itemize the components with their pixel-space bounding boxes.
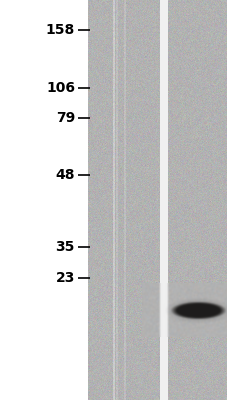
Text: 79: 79 (56, 111, 75, 125)
Text: 35: 35 (55, 240, 75, 254)
Text: 158: 158 (46, 23, 75, 37)
Text: 48: 48 (55, 168, 75, 182)
Text: 23: 23 (55, 271, 75, 285)
Text: 106: 106 (46, 81, 75, 95)
